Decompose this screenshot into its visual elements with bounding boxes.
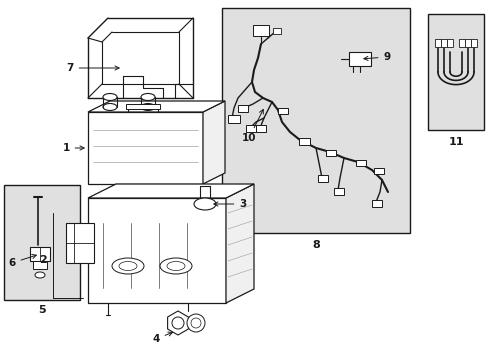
Bar [458, 39, 464, 47]
Ellipse shape [112, 258, 143, 274]
Text: 1: 1 [62, 143, 84, 153]
Text: 2: 2 [39, 255, 47, 265]
Bar [355, 160, 365, 166]
Ellipse shape [103, 104, 117, 111]
Bar [126, 104, 160, 109]
Bar [278, 108, 287, 114]
Text: 4: 4 [152, 332, 172, 344]
Ellipse shape [119, 261, 137, 270]
Bar [30, 247, 50, 261]
Circle shape [191, 318, 201, 328]
Ellipse shape [167, 261, 184, 270]
Circle shape [172, 317, 183, 329]
Bar [333, 188, 343, 195]
Text: 6: 6 [8, 255, 36, 268]
Bar [464, 39, 470, 47]
Ellipse shape [35, 272, 45, 278]
Bar [88, 112, 203, 184]
Bar [227, 115, 240, 123]
Text: 10: 10 [241, 109, 263, 143]
Bar [434, 39, 440, 47]
Bar [238, 105, 247, 112]
Text: 9: 9 [363, 52, 390, 62]
Ellipse shape [141, 104, 155, 111]
Bar [272, 28, 281, 34]
Text: 8: 8 [311, 240, 319, 250]
Text: 3: 3 [213, 199, 246, 209]
Bar [373, 168, 383, 174]
Ellipse shape [194, 198, 216, 210]
Bar [4, 185, 80, 300]
Polygon shape [203, 101, 224, 184]
Bar [298, 138, 309, 145]
Bar [317, 175, 327, 182]
Bar [66, 223, 94, 263]
Polygon shape [225, 184, 253, 303]
Polygon shape [88, 184, 253, 198]
Polygon shape [167, 311, 188, 335]
Bar [371, 200, 381, 207]
Bar [427, 14, 483, 130]
Bar [440, 39, 446, 47]
Bar [252, 25, 268, 36]
Bar [325, 150, 335, 156]
Bar [88, 198, 225, 303]
Text: 11: 11 [447, 137, 463, 147]
Bar [470, 39, 476, 47]
Bar [222, 8, 409, 233]
Ellipse shape [160, 258, 192, 274]
Polygon shape [88, 101, 224, 112]
Bar [446, 39, 452, 47]
Text: 5: 5 [38, 305, 46, 315]
Bar [348, 52, 370, 66]
Ellipse shape [141, 94, 155, 100]
Bar [33, 261, 47, 269]
Text: 7: 7 [66, 63, 119, 73]
Bar [256, 125, 265, 132]
Bar [245, 125, 256, 132]
Circle shape [186, 314, 204, 332]
Ellipse shape [103, 94, 117, 100]
